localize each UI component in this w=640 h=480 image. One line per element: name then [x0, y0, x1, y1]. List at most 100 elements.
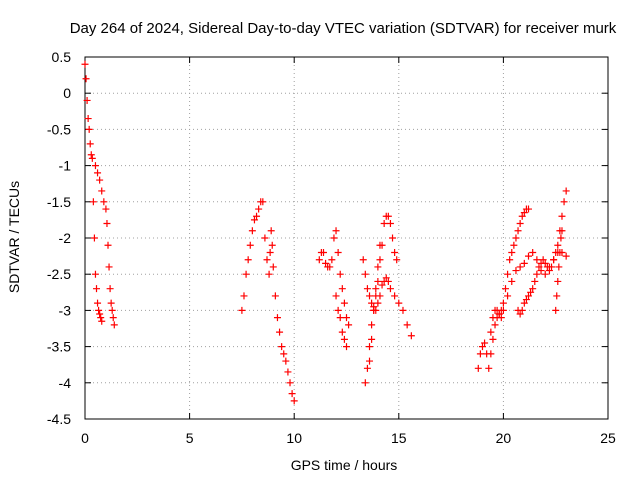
data-point-marker [87, 151, 95, 159]
series-trace-8 [359, 256, 415, 340]
data-point-marker [290, 397, 298, 405]
series-trace-5 [315, 227, 353, 329]
x-axis-label: GPS time / hours [291, 457, 398, 473]
data-point-marker [382, 274, 390, 282]
data-point-marker [386, 285, 394, 293]
series-trace-13 [552, 227, 566, 314]
data-point-marker [368, 299, 376, 307]
chart-title: Day 264 of 2024, Sidereal Day-to-day VTE… [70, 20, 617, 37]
data-point-marker [82, 75, 90, 83]
data-point-marker [499, 306, 507, 314]
data-point-marker [338, 285, 346, 293]
data-point-marker [332, 227, 340, 235]
data-point-marker [105, 263, 113, 271]
data-point-marker [91, 270, 99, 278]
data-point-marker [407, 332, 415, 340]
data-point-marker [363, 285, 371, 293]
x-tick-label: 10 [286, 430, 302, 446]
y-tick-label: -1 [59, 158, 72, 174]
data-point-marker [340, 299, 348, 307]
data-point-marker [370, 306, 378, 314]
data-point-marker [266, 248, 274, 256]
data-point-marker [84, 115, 92, 123]
data-point-marker [103, 220, 111, 228]
data-point-marker [104, 241, 112, 249]
data-point-marker [246, 241, 254, 249]
data-point-marker [271, 292, 279, 300]
data-point-marker [334, 248, 342, 256]
data-point-marker [393, 256, 401, 264]
data-point-marker [527, 288, 535, 296]
data-points [81, 60, 570, 405]
data-point-marker [366, 343, 374, 351]
data-point-marker [340, 335, 348, 343]
data-point-marker [562, 187, 570, 195]
data-point-marker [525, 292, 533, 300]
data-point-marker [535, 263, 543, 271]
data-point-marker [286, 379, 294, 387]
data-point-marker [81, 60, 89, 68]
data-point-marker [391, 292, 399, 300]
data-point-marker [391, 248, 399, 256]
data-point-marker [474, 364, 482, 372]
data-point-marker [336, 270, 344, 278]
data-point-marker [541, 270, 549, 278]
data-point-marker [98, 317, 106, 325]
series-trace-3 [238, 198, 267, 314]
data-point-marker [98, 187, 106, 195]
data-point-marker [89, 198, 97, 206]
data-point-marker [267, 227, 275, 235]
data-point-marker [531, 277, 539, 285]
data-point-marker [378, 281, 386, 289]
y-axis-ticks: 0.5 0 -0.5 -1 -1.5 -2 -2.5 -3 -3.5 -4 -4.5 [47, 49, 608, 427]
data-point-marker [529, 248, 537, 256]
y-axis-label: SDTVAR / TECUs [6, 181, 22, 293]
data-point-marker [242, 270, 250, 278]
data-point-marker [261, 234, 269, 242]
data-point-marker [389, 234, 397, 242]
data-point-marker [493, 306, 501, 314]
data-point-marker [403, 321, 411, 329]
y-tick-label: -2.5 [47, 266, 71, 282]
data-point-marker [525, 252, 533, 260]
data-point-marker [95, 306, 103, 314]
data-point-marker [476, 350, 484, 358]
data-point-marker [548, 263, 556, 271]
grid [85, 57, 608, 419]
data-point-marker [380, 220, 388, 228]
data-point-marker [376, 241, 384, 249]
data-point-marker [244, 256, 252, 264]
data-point-marker [94, 299, 102, 307]
data-point-marker [537, 267, 545, 275]
data-point-marker [495, 310, 503, 318]
y-tick-label: -0.5 [47, 121, 71, 137]
data-point-marker [499, 299, 507, 307]
data-point-marker [384, 277, 392, 285]
data-point-marker [100, 198, 108, 206]
data-point-marker [276, 328, 284, 336]
data-point-marker [489, 314, 497, 322]
data-point-marker [336, 314, 344, 322]
data-point-marker [109, 314, 117, 322]
data-point-marker [268, 241, 276, 249]
data-point-marker [273, 314, 281, 322]
data-point-marker [554, 277, 562, 285]
data-point-marker [516, 220, 524, 228]
data-point-marker [520, 299, 528, 307]
data-point-marker [269, 263, 277, 271]
data-point-marker [497, 314, 505, 322]
data-point-marker [90, 234, 98, 242]
x-tick-label: 15 [391, 430, 407, 446]
data-point-marker [97, 314, 105, 322]
data-point-marker [326, 263, 334, 271]
data-point-marker [96, 310, 104, 318]
data-point-marker [481, 339, 489, 347]
data-point-marker [248, 227, 256, 235]
data-point-marker [263, 256, 271, 264]
data-point-marker [88, 154, 96, 162]
data-point-marker [280, 350, 288, 358]
data-point-marker [376, 256, 384, 264]
data-point-marker [508, 277, 516, 285]
data-point-marker [395, 299, 403, 307]
